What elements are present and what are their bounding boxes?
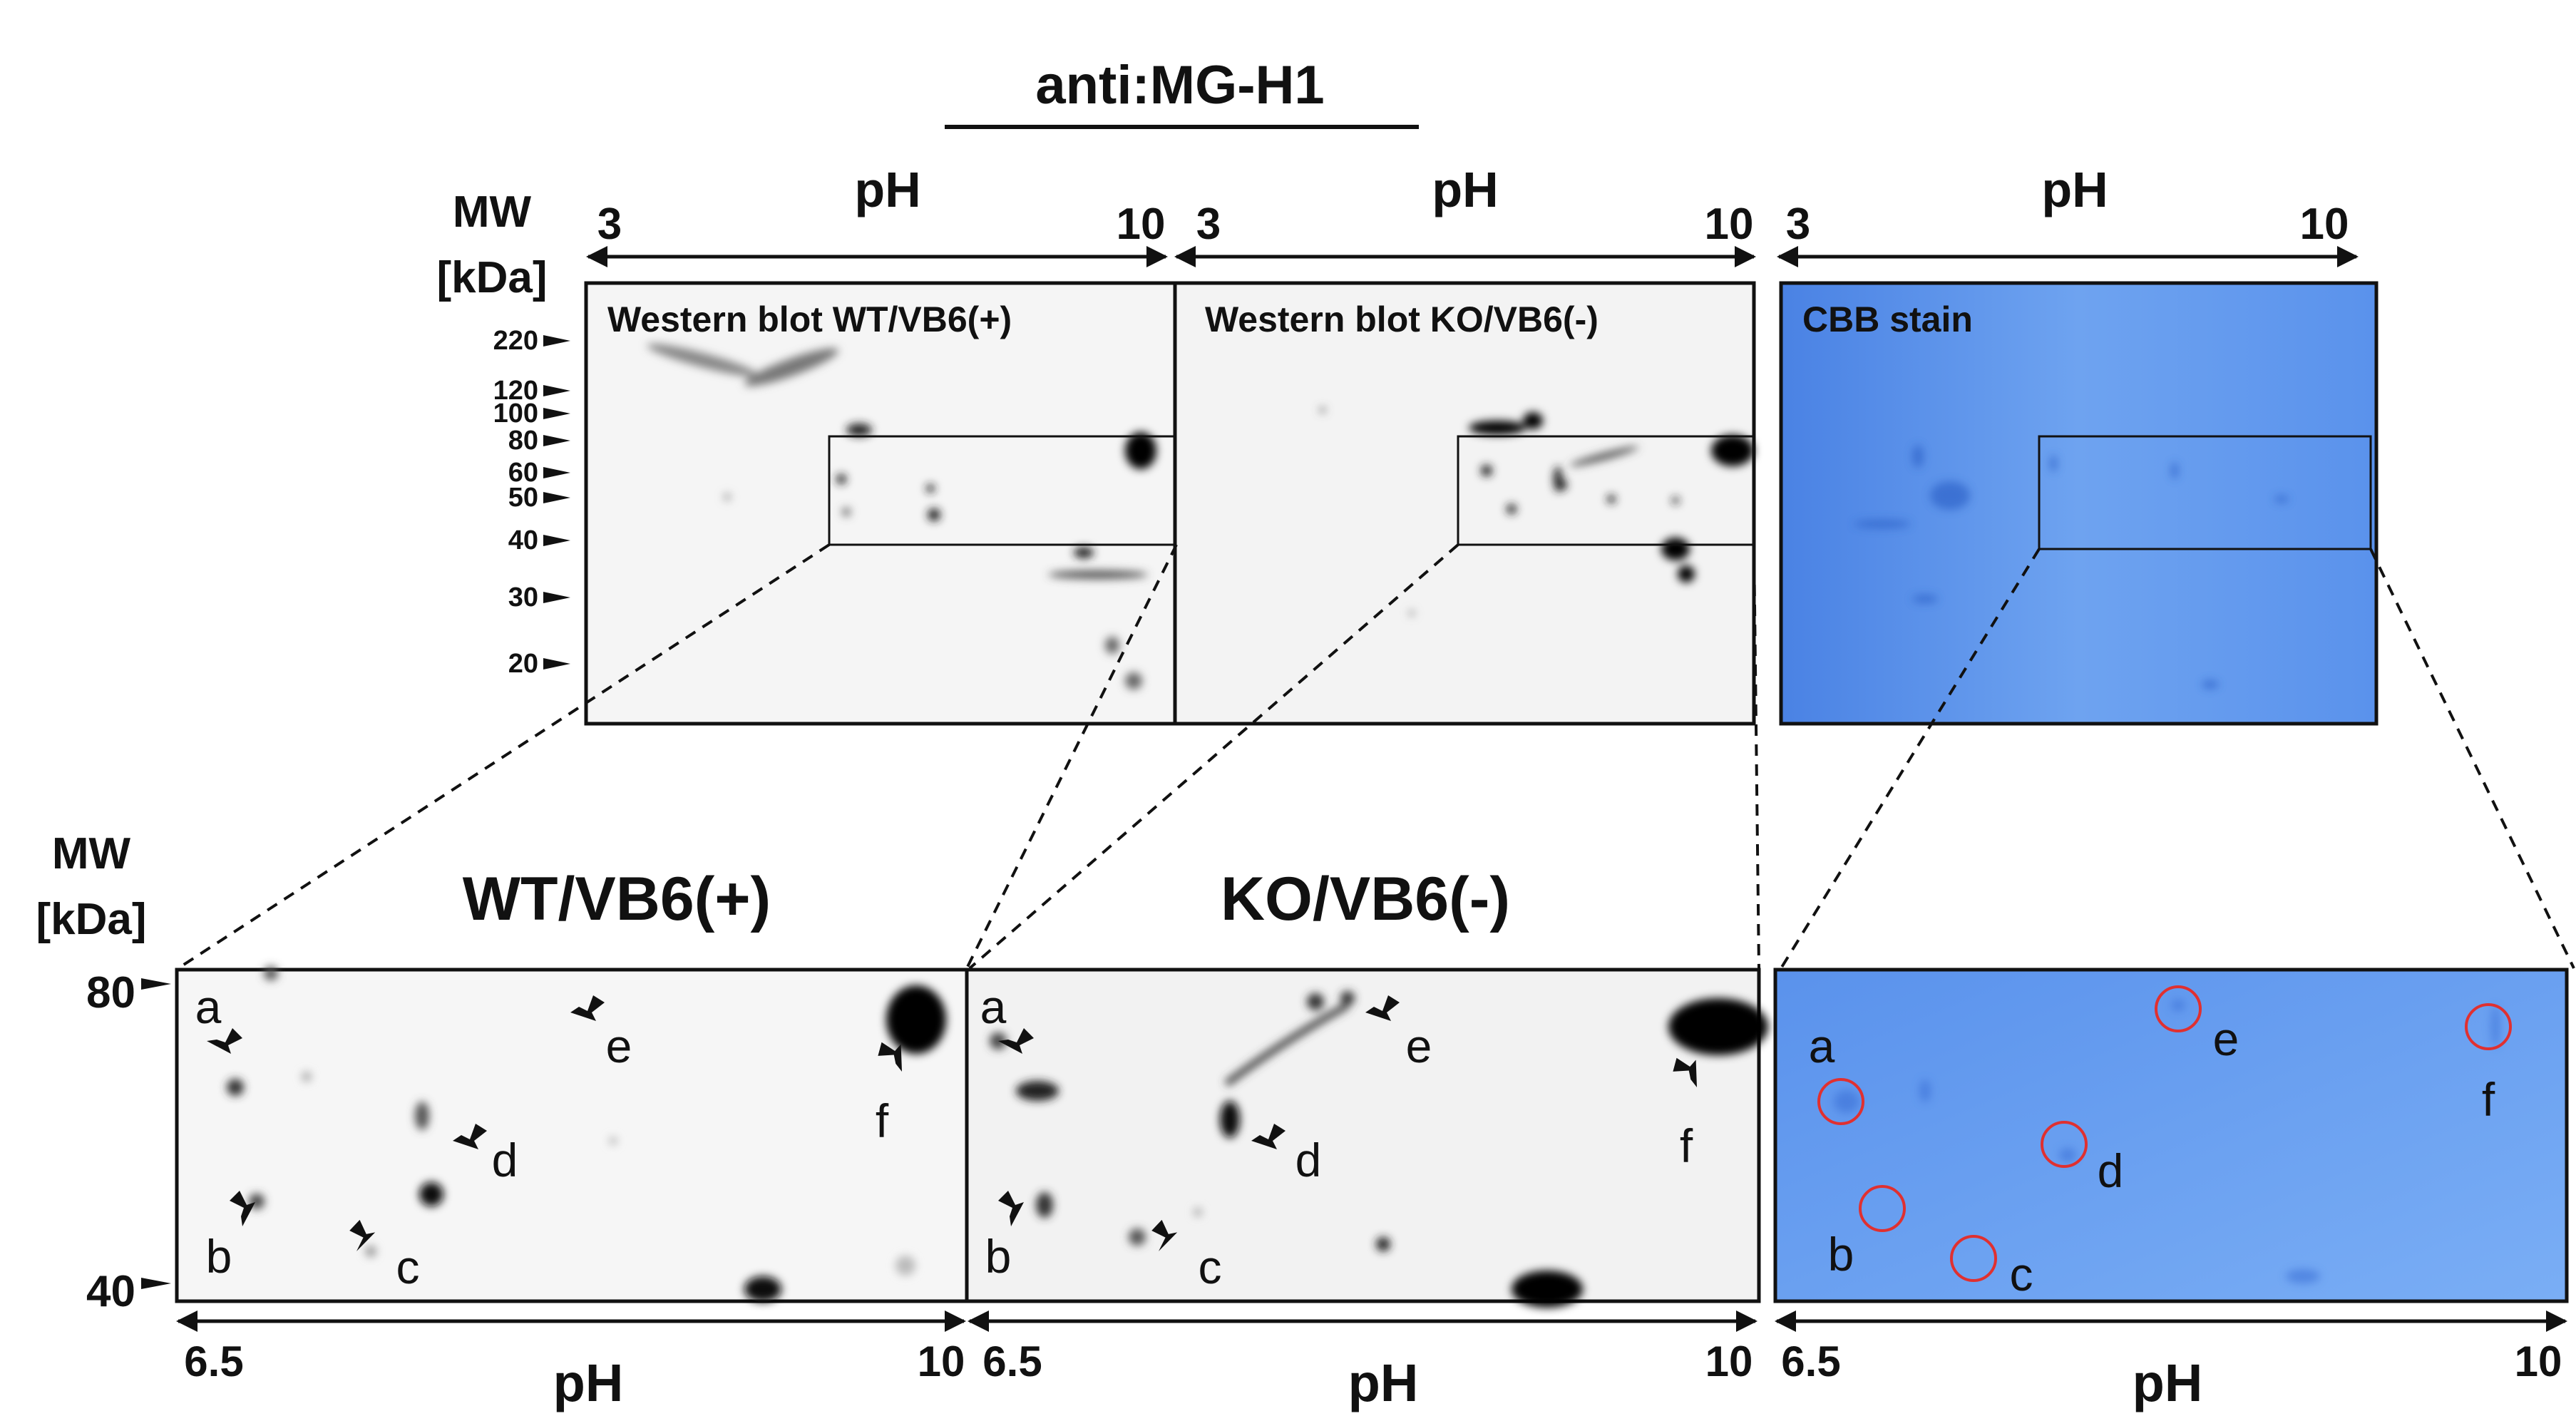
label-e: e — [606, 1020, 632, 1072]
bottom-title-wt: WT/VB6(+) — [463, 865, 771, 933]
bottom-ph-axis-1: 6.5 10 pH — [176, 1310, 966, 1412]
arrow-c — [1151, 1219, 1178, 1251]
circle-b — [1859, 1185, 1906, 1232]
ph-max: 10 — [918, 1338, 965, 1385]
top-panel-title: Western blot WT/VB6(+) — [607, 299, 1012, 339]
ph-min: 3 — [1196, 200, 1221, 249]
bottom-panel-cbb: a b c d e f — [1773, 968, 2569, 1303]
label-c: c — [396, 1241, 420, 1293]
arrow-f — [1673, 1057, 1697, 1087]
mw-label-top: MW — [453, 188, 532, 237]
label-a: a — [1809, 1020, 1835, 1072]
mw-marker-60: 60 — [508, 458, 538, 488]
mw-marker-220: 220 — [493, 326, 538, 356]
arrow-e — [570, 995, 605, 1021]
arrow-b — [230, 1191, 255, 1226]
mw-marker-100: 100 — [493, 399, 538, 429]
ph-label: pH — [854, 162, 920, 217]
label-b: b — [1828, 1228, 1854, 1281]
top-panel-title: CBB stain — [1802, 299, 1973, 339]
label-b: b — [206, 1230, 232, 1283]
kda-label-top: [kDa] — [436, 253, 547, 302]
ph-min: 3 — [1786, 200, 1810, 249]
label-d: d — [492, 1134, 518, 1186]
label-d: d — [2098, 1144, 2124, 1197]
label-b: b — [985, 1230, 1012, 1283]
ph-label: pH — [2041, 162, 2108, 217]
ph-label: pH — [1432, 162, 1498, 217]
spot-circles — [1817, 985, 2512, 1282]
arrow-d — [1251, 1124, 1286, 1149]
arrow-d — [453, 1124, 487, 1149]
ph-max: 10 — [1117, 200, 1166, 249]
mw-marker-40: 40 — [508, 525, 538, 555]
arrow-a — [998, 1028, 1034, 1054]
bottom-panel-wt: a b c d e f — [175, 966, 969, 1303]
bottom-title-ko: KO/VB6(-) — [1221, 865, 1510, 933]
circle-e — [2155, 985, 2202, 1032]
mw-marker-20: 20 — [508, 649, 538, 679]
label-e: e — [1406, 1020, 1432, 1072]
label-d: d — [1295, 1134, 1322, 1186]
ph-min: 6.5 — [982, 1338, 1042, 1385]
top-ph-axis-2: pH 3 10 — [1174, 162, 1756, 267]
label-a: a — [980, 980, 1007, 1033]
mw-marker-30: 30 — [508, 583, 538, 612]
mw-markers-bottom: 80 40 — [86, 968, 171, 1316]
mw-marker-80: 80 — [508, 426, 538, 456]
arrows-ko — [998, 995, 1697, 1251]
top-panel-title: Western blot KO/VB6(-) — [1205, 299, 1599, 339]
label-c: c — [2010, 1248, 2033, 1301]
arrow-b — [998, 1191, 1024, 1226]
ph-label: pH — [553, 1353, 624, 1412]
top-panel-ko: Western blot KO/VB6(-) — [1173, 281, 1756, 726]
ph-max: 10 — [2300, 200, 2349, 249]
circle-d — [2041, 1121, 2088, 1168]
circle-c — [1950, 1235, 1997, 1282]
ph-label: pH — [2133, 1353, 2203, 1412]
top-panel-wt: Western blot WT/VB6(+) — [584, 281, 1178, 726]
label-f: f — [1680, 1119, 1693, 1172]
label-f: f — [2482, 1073, 2495, 1126]
label-e: e — [2213, 1012, 2239, 1065]
zoom-lines — [177, 543, 2575, 970]
ph-min: 6.5 — [184, 1338, 243, 1385]
mw-marker-120: 120 — [493, 376, 538, 406]
label-a: a — [195, 980, 222, 1033]
bottom-ph-axis-3: 6.5 10 pH — [1775, 1310, 2567, 1412]
top-ph-axis-1: pH 3 10 — [586, 162, 1168, 267]
ph-max: 10 — [1705, 200, 1754, 249]
label-f: f — [876, 1094, 889, 1147]
mw-markers-top: 220 120 100 80 60 50 40 30 20 — [493, 326, 570, 679]
antibody-title: anti:MG-H1 — [1035, 55, 1324, 116]
kda-label-bottom: [kDa] — [36, 895, 146, 944]
ph-min: 3 — [597, 200, 622, 249]
mw-marker-40: 40 — [86, 1267, 135, 1316]
circle-a — [1817, 1078, 1864, 1125]
ph-max: 10 — [2515, 1338, 2562, 1385]
circle-f — [2465, 1003, 2512, 1050]
label-c: c — [1199, 1241, 1222, 1293]
bottom-panel-ko: a b c d e f — [965, 968, 1768, 1308]
arrow-a — [207, 1028, 242, 1054]
mw-label-bottom: MW — [52, 829, 131, 878]
ph-label: pH — [1348, 1353, 1419, 1412]
top-panel-cbb: CBB stain — [1779, 281, 2379, 726]
ph-max: 10 — [1705, 1338, 1753, 1385]
arrow-c — [349, 1219, 376, 1251]
arrows-wt — [207, 995, 902, 1251]
ph-min: 6.5 — [1781, 1338, 1840, 1385]
bottom-ph-axis-2: 6.5 10 pH — [968, 1310, 1757, 1412]
mw-marker-80: 80 — [86, 968, 135, 1017]
arrow-e — [1365, 995, 1400, 1021]
arrow-f — [878, 1042, 902, 1072]
mw-marker-50: 50 — [508, 483, 538, 513]
top-ph-axis-3: pH 3 10 — [1777, 162, 2359, 267]
